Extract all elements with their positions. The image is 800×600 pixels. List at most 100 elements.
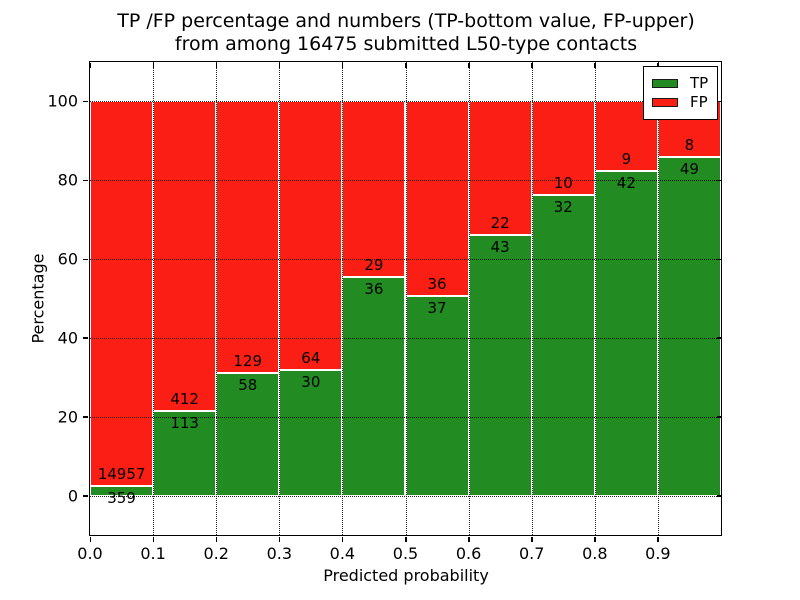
bar-segment-tp: [468, 234, 532, 496]
y-tick-label: 20: [57, 407, 78, 427]
x-tick-mark: [89, 537, 91, 542]
y-tick-label: 100: [47, 91, 78, 111]
bar-segment-tp: [594, 170, 658, 496]
x-tick-mark: [531, 537, 533, 542]
x-tick-label: 0.8: [582, 544, 608, 563]
x-tick-mark: [657, 537, 659, 542]
bar-segment-tp: [405, 295, 469, 496]
tp-count-label: 359: [107, 489, 136, 508]
legend: TP FP: [643, 66, 719, 120]
vertical-gridline: [468, 62, 470, 535]
x-tick-mark: [278, 537, 281, 542]
fp-count-label: 412: [170, 389, 199, 408]
x-tick-label: 0.9: [645, 544, 671, 563]
x-tick-mark: [531, 63, 533, 68]
bar-segment-tp: [531, 195, 595, 496]
x-tick-label: 0.2: [203, 544, 229, 563]
y-tick-mark: [717, 416, 722, 418]
vertical-gridline: [405, 62, 407, 535]
vertical-gridline: [594, 62, 596, 535]
plot-area: 14957 359 412 113 129 58 64 30 29 36 36 37 22 43 10 32 9…: [89, 61, 722, 536]
vertical-gridline: [342, 62, 344, 535]
tp-count-label: 49: [679, 159, 699, 178]
x-tick-mark: [405, 537, 407, 542]
tp-count-label: 30: [301, 372, 321, 391]
vertical-gridline: [153, 62, 155, 535]
y-tick-mark: [83, 337, 88, 339]
plot-canvas: 14957 359 412 113 129 58 64 30 29 36 36 37 22 43 10 32 9…: [90, 62, 721, 535]
x-tick-mark: [468, 537, 470, 542]
y-tick-mark: [717, 258, 722, 261]
vertical-gridline: [531, 62, 533, 535]
vertical-gridline: [657, 62, 659, 535]
x-tick-mark: [278, 63, 281, 68]
y-tick-label: 40: [57, 328, 78, 348]
vertical-gridline: [216, 62, 218, 535]
x-tick-mark: [341, 63, 344, 68]
fp-count-label: 9: [621, 149, 632, 168]
legend-item-fp: FP: [652, 94, 708, 111]
legend-item-tp: TP: [652, 75, 708, 92]
fp-count-label: 36: [427, 274, 447, 293]
x-tick-mark: [152, 63, 155, 68]
fp-count-label: 29: [364, 256, 384, 275]
chart-title-line1: TP /FP percentage and numbers (TP-bottom…: [117, 10, 695, 32]
y-tick-mark: [717, 337, 722, 339]
bar-segment-tp: [90, 486, 154, 496]
fp-count-label: 14957: [97, 465, 146, 484]
bar-segment-fp: [405, 101, 469, 296]
fp-count-label: 10: [553, 174, 573, 193]
tp-count-label: 42: [616, 173, 636, 192]
bar-segment-tp: [279, 369, 343, 496]
x-tick-mark: [657, 63, 659, 68]
tp-count-label: 58: [238, 376, 258, 395]
bar-segment-fp: [153, 101, 217, 411]
bar-segment-tp: [342, 277, 406, 496]
x-axis-label: Predicted probability: [323, 566, 489, 585]
x-tick-label: 0.5: [392, 544, 419, 563]
bar-segment-fp: [216, 101, 280, 374]
y-tick-mark: [83, 179, 88, 182]
bar-segment-fp: [90, 101, 154, 487]
y-tick-mark: [83, 258, 88, 261]
tp-count-label: 37: [427, 298, 447, 317]
y-tick-mark: [83, 100, 88, 103]
y-tick-label: 60: [57, 249, 78, 269]
tp-swatch-icon: [652, 79, 678, 88]
y-tick-label: 0: [67, 486, 78, 506]
x-tick-label: 0.0: [77, 544, 103, 563]
y-tick-label: 80: [57, 170, 78, 190]
x-tick-label: 0.7: [518, 544, 545, 563]
chart-title-line2: from among 16475 submitted L50-type cont…: [174, 33, 638, 55]
tp-count-label: 32: [553, 198, 573, 217]
bar-segment-tp: [153, 410, 217, 496]
x-tick-label: 0.1: [140, 544, 166, 563]
x-tick-mark: [468, 63, 470, 68]
x-tick-mark: [215, 63, 218, 68]
bar-segment-fp: [342, 101, 406, 278]
x-tick-mark: [152, 537, 155, 542]
x-tick-mark: [405, 63, 407, 68]
tp-count-label: 36: [364, 280, 384, 299]
y-tick-mark: [717, 100, 722, 103]
x-tick-mark: [89, 63, 91, 68]
x-tick-mark: [341, 537, 344, 542]
y-tick-mark: [83, 416, 88, 418]
bar-segment-fp: [279, 101, 343, 370]
legend-label-tp: TP: [690, 74, 709, 92]
fp-swatch-icon: [652, 98, 678, 107]
x-tick-label: 0.4: [329, 544, 356, 563]
fp-count-label: 129: [233, 352, 263, 371]
x-tick-label: 0.3: [266, 544, 293, 563]
y-tick-mark: [717, 495, 722, 497]
fp-count-label: 22: [490, 213, 510, 232]
tp-count-label: 113: [170, 413, 199, 432]
fp-count-label: 8: [684, 135, 695, 154]
x-tick-label: 0.6: [455, 544, 482, 563]
y-tick-mark: [717, 179, 722, 182]
chart-title: TP /FP percentage and numbers (TP-bottom…: [89, 10, 723, 56]
fp-count-label: 64: [301, 348, 321, 367]
legend-label-fp: FP: [690, 93, 708, 111]
x-tick-mark: [215, 537, 218, 542]
